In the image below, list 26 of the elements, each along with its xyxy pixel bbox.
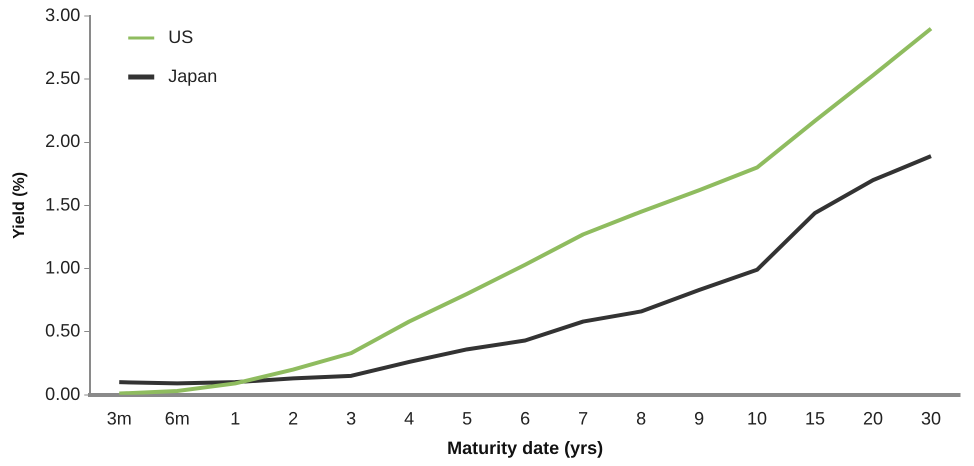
y-tick-label: 2.00 xyxy=(45,131,80,152)
x-tick-label: 30 xyxy=(920,408,942,429)
x-tick-label: 6 xyxy=(520,408,530,429)
y-tick-label: 1.00 xyxy=(45,258,80,278)
x-tick-label: 7 xyxy=(578,408,588,429)
x-tick-label: 10 xyxy=(747,408,768,429)
x-tick-label: 4 xyxy=(404,408,414,429)
x-tick-label: 9 xyxy=(694,408,704,429)
y-tick-label: 0.50 xyxy=(45,320,80,341)
x-tick-label: 3m xyxy=(106,408,132,429)
x-tick-label: 6m xyxy=(164,408,190,429)
legend-label: US xyxy=(168,26,194,47)
x-tick-label: 2 xyxy=(288,408,298,429)
x-tick-label: 8 xyxy=(636,408,646,429)
x-tick-label: 1 xyxy=(230,408,240,429)
x-tick-label: 20 xyxy=(863,408,884,429)
x-axis-title: Maturity date (yrs) xyxy=(447,438,604,458)
y-tick-label: 0.00 xyxy=(45,384,80,404)
y-tick-label: 3.00 xyxy=(45,4,80,25)
y-tick-label: 2.50 xyxy=(45,68,80,88)
legend-label: Japan xyxy=(168,66,218,86)
y-tick-label: 1.50 xyxy=(45,194,80,214)
x-tick-label: 3 xyxy=(346,408,356,429)
y-axis-title: Yield (%) xyxy=(11,172,28,239)
x-tick-label: 5 xyxy=(462,408,472,429)
x-tick-label: 15 xyxy=(805,408,826,429)
